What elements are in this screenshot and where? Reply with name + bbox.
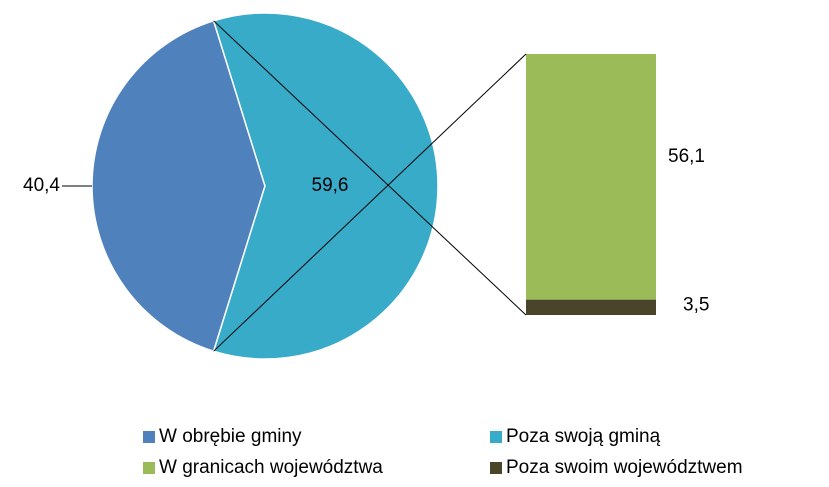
- data-label: 59,6: [312, 175, 349, 196]
- pie-slice: [212, 12, 439, 360]
- data-label: 3,5: [683, 294, 709, 315]
- connector-line: [213, 20, 527, 316]
- bar-segment: [526, 299, 656, 315]
- data-label: 56,1: [668, 146, 705, 167]
- data-label: 40,4: [23, 175, 60, 196]
- legend-label: Poza swoją gminą: [506, 426, 661, 447]
- legend-label: Poza swoim województwem: [506, 457, 743, 478]
- connector-line: [213, 53, 527, 352]
- bar-segment: [526, 54, 656, 300]
- legend-swatch: [143, 462, 155, 474]
- legend-swatch: [490, 462, 502, 474]
- legend-swatch: [490, 431, 502, 443]
- pie-slice: [91, 19, 266, 353]
- legend-label: W obrębie gminy: [159, 426, 302, 447]
- legend-swatch: [143, 431, 155, 443]
- legend-label: W granicach województwa: [159, 457, 383, 478]
